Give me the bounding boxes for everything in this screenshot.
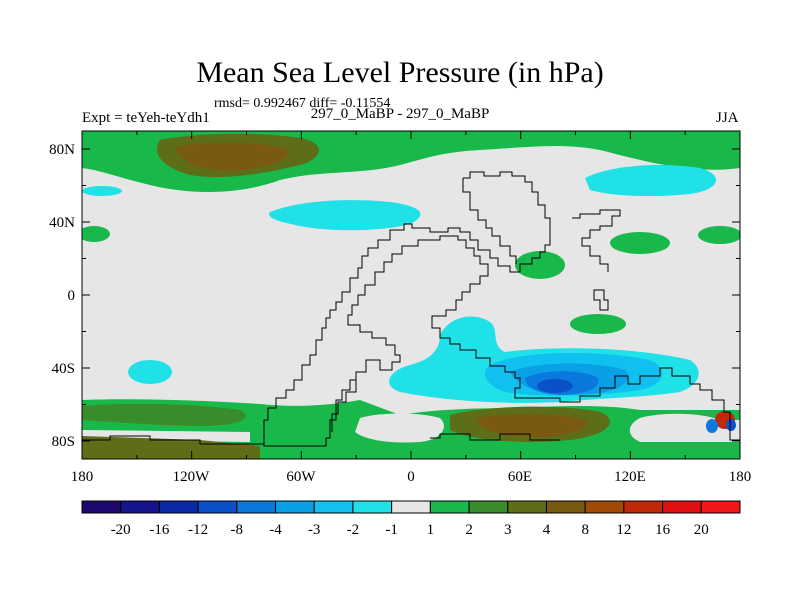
positive-patch bbox=[515, 251, 565, 279]
colorbar bbox=[81, 500, 741, 514]
colorbar-box bbox=[313, 500, 354, 514]
colorbar-label: 16 bbox=[655, 522, 671, 538]
colorbar-label: -20 bbox=[111, 522, 131, 538]
lat-tick-label: 80N bbox=[49, 142, 75, 158]
positive-patch bbox=[610, 232, 670, 254]
coastline bbox=[593, 289, 609, 311]
coastline bbox=[82, 435, 264, 445]
map-title: Mean Sea Level Pressure (in hPa) bbox=[196, 56, 604, 89]
lat-tick-label: 80S bbox=[52, 434, 75, 450]
colorbar-box bbox=[391, 500, 431, 514]
colorbar-label: -16 bbox=[149, 522, 169, 538]
negative-patch bbox=[128, 360, 172, 384]
experiment-label: Expt = teYeh-teYdh1 bbox=[82, 110, 210, 126]
colorbar-label: 3 bbox=[504, 522, 512, 538]
south-neutral-gap bbox=[355, 413, 444, 443]
lon-tick-label: 60W bbox=[286, 469, 316, 485]
coastline bbox=[430, 433, 560, 441]
south-moderate-region bbox=[82, 403, 246, 426]
south-polar-region bbox=[82, 436, 260, 459]
map-panel bbox=[82, 131, 740, 459]
south-strong-region bbox=[475, 413, 588, 437]
colorbar-box bbox=[275, 500, 315, 514]
colorbar-label: 4 bbox=[543, 522, 551, 538]
negative-patch bbox=[706, 419, 718, 433]
lat-tick-label: 40S bbox=[52, 361, 75, 377]
colorbar-label: 8 bbox=[581, 522, 589, 538]
colorbar-box bbox=[507, 500, 547, 514]
colorbar-label: -3 bbox=[308, 522, 321, 538]
colorbar-box bbox=[662, 500, 702, 514]
coastline bbox=[263, 171, 740, 447]
colorbar-box bbox=[158, 500, 199, 514]
colorbar-box bbox=[81, 500, 122, 514]
lon-tick-label: 120E bbox=[614, 469, 646, 485]
negative-patch bbox=[269, 200, 421, 231]
lon-tick-label: 0 bbox=[407, 469, 415, 485]
colorbar-label: -8 bbox=[231, 522, 244, 538]
comparison-label: 297_0_MaBP - 297_0_MaBP bbox=[310, 106, 490, 122]
colorbar-label: 1 bbox=[427, 522, 435, 538]
axis-ticks bbox=[81, 131, 741, 459]
coastline bbox=[331, 372, 357, 432]
positive-patch bbox=[570, 314, 626, 334]
latitude-axis: 80N 40N 0 40S 80S bbox=[49, 142, 75, 450]
colorbar-box bbox=[700, 500, 741, 514]
colorbar-label: -1 bbox=[385, 522, 398, 538]
colorbar-box bbox=[545, 500, 586, 514]
colorbar-label: 12 bbox=[616, 522, 631, 538]
lon-tick-label: 180 bbox=[729, 469, 752, 485]
coastline bbox=[462, 178, 517, 264]
longitude-axis: 180 120W 60W 0 60E 120E 180 bbox=[71, 469, 752, 485]
coastlines bbox=[82, 171, 740, 447]
negative-patch bbox=[82, 186, 122, 196]
colorbar-box bbox=[584, 500, 625, 514]
north-strong-region bbox=[175, 142, 289, 171]
coastline bbox=[572, 209, 621, 272]
south-negative-center bbox=[537, 379, 573, 393]
positive-patch bbox=[698, 226, 740, 244]
colorbar-box bbox=[236, 500, 277, 514]
positive-patch bbox=[82, 226, 110, 242]
colorbar-label: -4 bbox=[269, 522, 282, 538]
colorbar-label: 2 bbox=[465, 522, 473, 538]
colorbar-box bbox=[197, 500, 238, 514]
colorbar-box bbox=[352, 500, 393, 514]
colorbar-label: 20 bbox=[694, 522, 709, 538]
negative-patch bbox=[726, 419, 736, 431]
lon-tick-label: 120W bbox=[173, 469, 211, 485]
colorbar-box bbox=[623, 500, 664, 514]
lon-tick-label: 60E bbox=[508, 469, 532, 485]
rmsd-diff-stats: rmsd= 0.992467 diff= -0.11554 bbox=[214, 96, 391, 111]
colorbar-box bbox=[120, 500, 160, 514]
colorbar-label: -2 bbox=[347, 522, 360, 538]
colorbar-labels: -20 -16 -12 -8 -4 -3 -2 -1 1 2 3 4 8 12 … bbox=[111, 522, 709, 538]
season-label: JJA bbox=[716, 110, 739, 126]
colorbar-box bbox=[468, 500, 509, 514]
lon-tick-label: 180 bbox=[71, 469, 94, 485]
colorbar-box bbox=[429, 500, 470, 514]
lat-tick-label: 40N bbox=[49, 215, 75, 231]
negative-patch bbox=[585, 165, 717, 197]
colorbar-label: -12 bbox=[188, 522, 208, 538]
lat-tick-label: 0 bbox=[68, 288, 76, 304]
